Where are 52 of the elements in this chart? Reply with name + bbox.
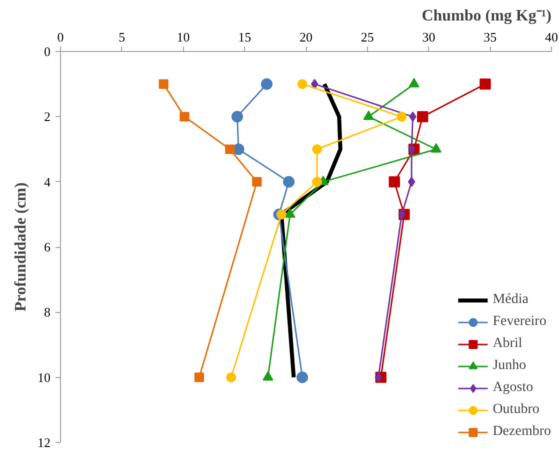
point (284, 208, 296, 218)
x-tick-label: 20 (300, 30, 312, 44)
point (312, 144, 322, 154)
point (158, 79, 168, 89)
x-tick-label: 5 (118, 30, 126, 44)
y-tick-label: 4 (44, 174, 51, 190)
point (417, 111, 428, 122)
y-tick-label: 12 (38, 435, 50, 450)
x-tick-label: 0 (57, 30, 64, 44)
point (408, 144, 416, 154)
x-tick-label: 30 (422, 30, 436, 44)
y-axis-title: Profundidade (cm) (12, 182, 30, 312)
point (396, 112, 407, 122)
x-tick-label: 10 (176, 30, 190, 44)
point (231, 110, 244, 122)
point (430, 143, 442, 153)
point (310, 78, 318, 90)
legend-label: Abril (492, 336, 522, 352)
point (262, 371, 274, 381)
point (194, 372, 204, 382)
point (480, 78, 491, 90)
y-tick-label: 6 (44, 240, 51, 254)
point (363, 110, 374, 120)
point (312, 176, 322, 187)
point (297, 79, 308, 90)
x-axis-title: Chumbo (mg Kg⁻¹) (422, 8, 552, 24)
y-tick-label: 2 (44, 109, 50, 124)
point (283, 176, 295, 188)
legend-label: Outubro (492, 402, 540, 418)
point (260, 78, 273, 90)
point (374, 372, 382, 383)
legend-label: Agosto (492, 380, 534, 396)
y-tick-label: 10 (38, 370, 50, 385)
point (276, 209, 286, 220)
point (296, 372, 308, 384)
point (408, 176, 416, 188)
legend-label: Média (492, 292, 528, 308)
x-tick-label: 25 (360, 30, 374, 44)
point (388, 176, 400, 188)
y-tick-label: 8 (44, 304, 50, 320)
legend-label: Dezembro (492, 424, 551, 440)
point (225, 144, 235, 154)
legend-label: Fevereiro (492, 314, 546, 330)
point (226, 372, 236, 382)
x-tick-label: 40 (545, 30, 558, 44)
point (408, 78, 420, 88)
x-tick-label: 15 (238, 30, 252, 44)
point (252, 177, 262, 187)
y-tick-label: 0 (44, 44, 50, 59)
legend-label: Junho (492, 358, 526, 374)
point (180, 112, 190, 122)
x-tick-label: 35 (484, 30, 497, 44)
